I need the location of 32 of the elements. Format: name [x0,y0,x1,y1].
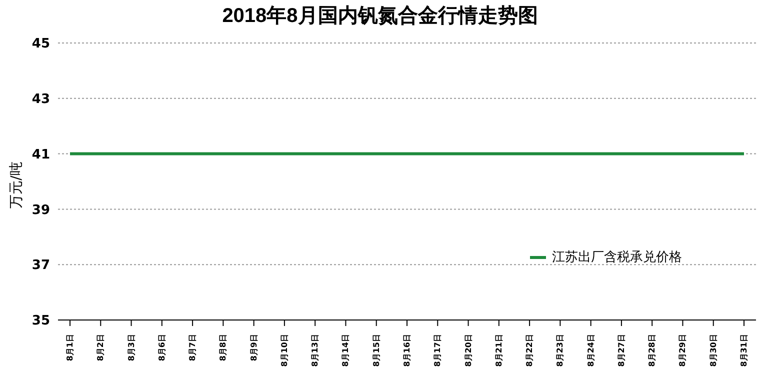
x-tick-label: 8月9日 [249,334,258,362]
x-tick-label: 8月10日 [280,334,289,367]
x-tick-label: 8月7日 [188,334,198,362]
y-tick-label: 43 [32,92,50,108]
x-tick-label: 8月16日 [402,334,412,367]
x-tick-label: 8月3日 [126,334,136,362]
x-tick-label: 8月29日 [678,334,688,367]
y-tick-label: 35 [32,314,50,329]
x-tick-label: 8月8日 [218,334,228,362]
x-tick-label: 8月22日 [525,334,534,367]
chart-title: 2018年8月国内钒氮合金行情走势图 [221,4,539,29]
y-tick-label: 37 [32,258,50,274]
x-tick-label: 8月27日 [616,334,626,367]
x-tick-label: 8月2日 [96,334,106,362]
y-tick-label: 41 [32,147,50,162]
x-tick-label: 8月6日 [157,334,166,362]
x-tick-label: 8月28日 [648,334,657,367]
x-tick-label: 8月1日 [66,334,74,362]
x-tick-label: 8月17日 [433,334,442,367]
x-tick-label: 8月23日 [556,334,565,367]
x-tick-label: 8月15日 [372,334,381,367]
y-tick-label: 45 [32,36,50,52]
y-axis-title: 万元/吨 [7,162,25,208]
x-tick-label: 8月14日 [341,334,350,367]
x-tick-label: 8月13日 [310,334,320,367]
x-tick-label: 8月24日 [586,334,596,367]
x-tick-label: 8月21日 [494,334,504,367]
x-tick-label: 8月30日 [708,334,718,367]
legend-label: 江苏出厂含税承兑价格 [552,249,682,266]
y-tick-label: 39 [32,202,50,218]
x-tick-label: 8月20日 [464,334,473,367]
x-tick-label: 8月31日 [740,334,748,367]
